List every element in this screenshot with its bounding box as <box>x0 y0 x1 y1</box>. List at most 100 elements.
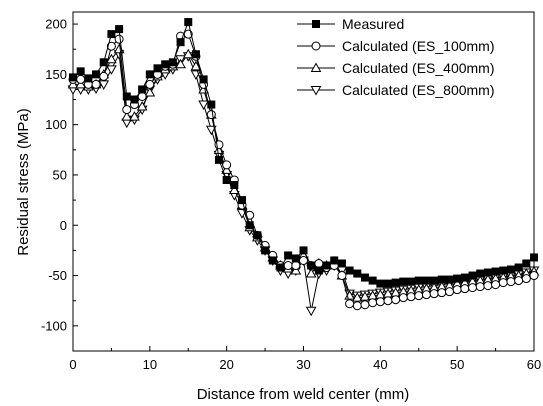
data-point <box>514 263 523 272</box>
legend-label: Calculated (ES_400mm) <box>342 60 495 76</box>
y-tick-label: -50 <box>48 268 67 283</box>
data-point <box>522 259 531 268</box>
y-axis: -100 -50 0 50 100 150 200 <box>41 17 78 352</box>
legend-item: Calculated (ES_400mm) <box>297 60 495 76</box>
data-point <box>75 78 87 89</box>
data-point <box>92 70 101 79</box>
data-point <box>106 53 117 64</box>
legend-label: Measured <box>342 16 404 32</box>
series-layer <box>67 18 540 317</box>
data-point <box>351 292 363 302</box>
data-point <box>98 80 110 90</box>
data-point <box>207 100 216 109</box>
data-point <box>307 261 316 270</box>
data-point <box>514 276 524 286</box>
legend: Measured Calculated (ES_100mm) Calculated … <box>297 16 495 98</box>
y-tick-label: 100 <box>45 117 67 132</box>
data-point <box>198 100 209 111</box>
data-point <box>145 70 154 79</box>
legend-marker <box>312 20 320 28</box>
data-point <box>483 268 492 277</box>
data-point <box>299 246 308 255</box>
data-point <box>205 125 217 136</box>
data-point <box>453 274 462 283</box>
data-point <box>430 276 439 285</box>
data-point <box>345 266 354 275</box>
data-point <box>84 74 93 83</box>
data-point <box>198 83 209 94</box>
data-point <box>360 273 369 282</box>
y-tick-label: 150 <box>45 67 67 82</box>
data-point <box>376 279 385 288</box>
data-point <box>521 274 531 284</box>
data-point <box>468 283 478 293</box>
data-point <box>375 297 385 307</box>
data-point <box>360 300 370 310</box>
data-point <box>290 265 302 275</box>
x-axis-label: Distance from weld center (mm) <box>197 386 410 403</box>
data-point <box>437 288 447 298</box>
data-point <box>314 266 323 275</box>
legend-label: Calculated (ES_100mm) <box>342 38 495 54</box>
legend-item: Calculated (ES_800mm) <box>297 82 495 98</box>
data-point <box>337 271 347 281</box>
data-point <box>429 289 439 299</box>
data-point <box>398 293 408 303</box>
data-point <box>261 246 270 255</box>
data-point <box>67 78 79 89</box>
data-point <box>421 290 431 300</box>
data-point <box>352 301 362 311</box>
data-point <box>222 175 231 184</box>
data-point <box>337 259 346 268</box>
data-point <box>299 255 308 265</box>
data-point <box>330 256 339 265</box>
data-point <box>476 269 485 278</box>
legend-label: Calculated (ES_800mm) <box>342 82 495 98</box>
legend-item: Calculated (ES_100mm) <box>297 38 495 54</box>
data-point <box>368 276 377 285</box>
data-point <box>199 75 208 84</box>
data-point <box>407 277 416 286</box>
data-point <box>491 267 500 276</box>
data-point <box>91 79 101 89</box>
data-point <box>175 58 186 69</box>
data-point <box>122 105 132 115</box>
data-point <box>191 50 200 59</box>
data-point <box>291 254 300 263</box>
x-tick-label: 30 <box>296 357 310 372</box>
x-tick-label: 10 <box>143 357 157 372</box>
data-point <box>99 71 109 81</box>
data-point <box>422 276 431 285</box>
data-point <box>238 196 247 205</box>
data-point <box>353 269 362 278</box>
data-point <box>406 292 416 302</box>
data-point <box>460 284 470 294</box>
data-point <box>506 277 516 287</box>
data-point <box>399 277 408 286</box>
data-point <box>460 273 469 282</box>
data-point <box>69 73 77 82</box>
data-point <box>452 285 462 295</box>
data-point <box>498 278 508 288</box>
y-tick-label: 50 <box>53 167 67 182</box>
data-point <box>245 221 254 230</box>
data-point <box>529 271 539 281</box>
data-point <box>276 263 285 272</box>
data-point <box>121 111 133 121</box>
data-point <box>145 79 155 89</box>
x-axis: 0 10 20 30 40 50 60 <box>69 346 541 372</box>
data-point <box>291 260 301 270</box>
data-point <box>206 110 216 120</box>
data-point <box>184 18 193 27</box>
data-point <box>76 74 86 84</box>
legend-marker <box>310 86 322 96</box>
data-point <box>106 65 117 75</box>
data-point <box>322 261 331 270</box>
y-axis-label: Residual stress (MPa) <box>15 108 32 256</box>
data-point <box>284 251 293 260</box>
data-point <box>114 34 124 44</box>
data-point <box>122 92 131 101</box>
data-point <box>499 266 508 275</box>
data-point <box>391 295 401 305</box>
data-point <box>414 291 424 301</box>
